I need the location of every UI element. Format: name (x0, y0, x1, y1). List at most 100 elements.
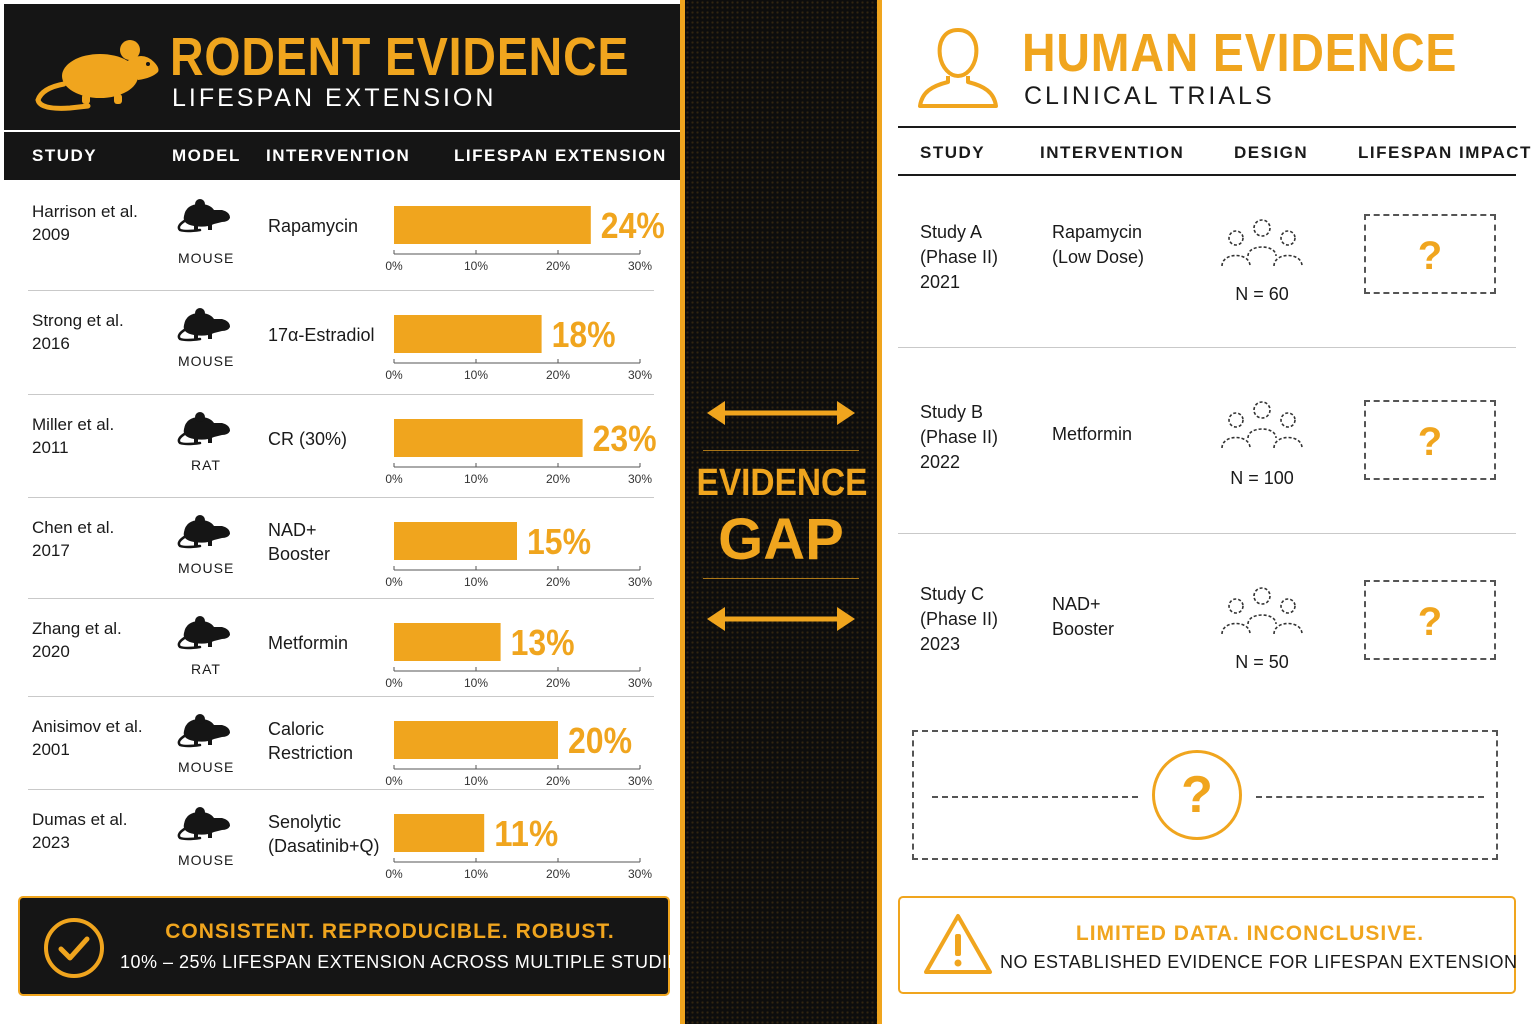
bar (394, 315, 542, 353)
x-tick-label: 30% (628, 867, 652, 881)
intervention-label: NAD+ Booster (268, 520, 331, 564)
lifespan-bar-chart: 20% 0% 10% 20% 30% (385, 720, 652, 788)
lifespan-bar-chart: 13% 0% 10% 20% 30% (385, 622, 652, 690)
x-tick-label: 0% (385, 676, 403, 690)
lifespan-bar-chart: 11% 0% 10% 20% 30% (385, 813, 652, 881)
col-study: STUDY (920, 143, 986, 162)
intervention-label: Senolytic (Dasatinib+Q) (268, 812, 380, 856)
model-label: MOUSE (178, 852, 235, 868)
person-icon (918, 28, 998, 108)
lifespan-bar-chart: 18% 0% 10% 20% 30% (385, 314, 652, 382)
rodent-study-row: Harrison et al. 2009 MOUSE Rapamycin 24% 0% 1… (28, 182, 664, 291)
col-model: MODEL (172, 146, 241, 165)
x-tick-label: 10% (464, 676, 488, 690)
trial-sample-size: N = 60 (1235, 284, 1289, 304)
x-tick-label: 20% (546, 472, 570, 486)
lifespan-bar-chart: 24% 0% 10% 20% 30% (385, 205, 664, 273)
study-name: Zhang et al. 2020 (32, 619, 122, 661)
rodent-icon (177, 807, 230, 841)
lifespan-impact-unknown: ? (1364, 400, 1496, 480)
bar-value-label: 13% (511, 622, 575, 663)
col-intervention: INTERVENTION (1040, 143, 1185, 162)
bar (394, 814, 485, 852)
trial-sample-size: N = 100 (1230, 468, 1294, 488)
intervention-label: Caloric Restriction (268, 719, 354, 763)
lifespan-bar-chart: 15% 0% 10% 20% 30% (385, 521, 652, 589)
rodent-study-row: Anisimov et al. 2001 MOUSE Caloric Restric… (28, 697, 654, 790)
human-summary: LIMITED DATA. INCONCLUSIVE. NO ESTABLISH… (898, 896, 1517, 994)
intervention-label: Rapamycin (268, 216, 359, 236)
intervention-label: 17α-Estradiol (268, 325, 375, 345)
dashed-line (1256, 796, 1484, 798)
human-title: HUMAN EVIDENCE (1022, 23, 1458, 83)
rodent-study-row: Zhang et al. 2020 RAT Metformin 13% 0% 10% 20%… (28, 599, 654, 697)
question-mark: ? (1417, 600, 1443, 644)
x-tick-label: 0% (385, 259, 403, 273)
trial-row: Study C (Phase II) 2023 NAD+ Booster N =… (898, 534, 1516, 714)
gap-label: GAP (718, 507, 844, 572)
x-tick-label: 30% (628, 676, 652, 690)
trial-study: Study A (Phase II) 2021 (920, 222, 999, 292)
study-name: Strong et al. 2016 (32, 311, 124, 353)
human-column-header: STUDY INTERVENTION DESIGN LIFESPAN IMPAC… (898, 126, 1530, 176)
question-mark: ? (1417, 234, 1443, 278)
rodent-summary-text: 10% – 25% LIFESPAN EXTENSION ACROSS MULT… (120, 952, 693, 972)
rodent-header: RODENT EVIDENCE LIFESPAN EXTENSION (4, 4, 680, 130)
study-name: Chen et al. 2017 (32, 518, 115, 560)
human-summary-title: LIMITED DATA. INCONCLUSIVE. (1075, 922, 1425, 945)
trial-intervention: Metformin (1052, 424, 1133, 444)
rodent-study-row: Strong et al. 2016 MOUSE 17α-Estradiol 18% 0… (28, 291, 654, 395)
study-name: Dumas et al. 2023 (32, 810, 128, 852)
participants-icon (1221, 219, 1303, 267)
col-lifespan-impact: LIFESPAN IMPACT (1358, 143, 1532, 162)
bar (394, 206, 591, 244)
bar-value-label: 20% (568, 720, 632, 761)
unknown-outcome-box: ? (912, 730, 1498, 860)
human-subtitle: CLINICAL TRIALS (1024, 82, 1275, 110)
x-tick-label: 30% (628, 575, 652, 589)
trial-row: Study A (Phase II) 2021 Rapamycin (Low D… (898, 178, 1516, 348)
rodent-icon (177, 199, 230, 233)
study-name: Anisimov et al. 2001 (32, 717, 143, 759)
question-circle: ? (1152, 750, 1242, 840)
x-tick-label: 0% (385, 472, 403, 486)
trial-intervention: Rapamycin (Low Dose) (1052, 222, 1145, 267)
trial-intervention: NAD+ Booster (1052, 594, 1115, 639)
check-circle-icon (44, 918, 104, 978)
rodent-icon (177, 616, 230, 650)
rodent-icon (35, 40, 159, 111)
x-tick-label: 20% (546, 867, 570, 881)
x-tick-label: 10% (464, 774, 488, 788)
x-tick-label: 0% (385, 867, 403, 881)
x-tick-label: 0% (385, 575, 403, 589)
divider-line (703, 578, 859, 579)
model-label: MOUSE (178, 250, 235, 266)
col-design: DESIGN (1234, 143, 1309, 162)
evidence-gap-label: EVIDENCE (696, 462, 868, 504)
rodent-summary: CONSISTENT. REPRODUCIBLE. ROBUST. 10% – … (18, 896, 693, 996)
x-tick-label: 10% (464, 575, 488, 589)
model-label: MOUSE (178, 353, 235, 369)
rodent-icon (177, 714, 230, 748)
intervention-label: Metformin (268, 633, 349, 653)
divider-line (703, 450, 859, 451)
trial-study: Study C (Phase II) 2023 (920, 584, 999, 654)
x-tick-label: 30% (628, 259, 652, 273)
trial-study: Study B (Phase II) 2022 (920, 402, 999, 472)
model-label: MOUSE (178, 759, 235, 775)
bar (394, 522, 517, 560)
human-panel: HUMAN EVIDENCE CLINICAL TRIALS STUDY INT… (882, 0, 1536, 1024)
study-name: Miller et al. 2011 (32, 415, 115, 457)
lifespan-impact-unknown: ? (1364, 580, 1496, 660)
trial-sample-size: N = 50 (1235, 652, 1289, 672)
x-tick-label: 10% (464, 368, 488, 382)
x-tick-label: 20% (546, 774, 570, 788)
rodent-title: RODENT EVIDENCE (170, 27, 630, 87)
col-study: STUDY (32, 146, 98, 165)
rodent-icon (177, 515, 230, 549)
double-arrow-icon (707, 607, 855, 631)
x-tick-label: 10% (464, 472, 488, 486)
rodent-column-header: STUDY MODEL INTERVENTION LIFESPAN EXTENS… (4, 132, 680, 180)
bar (394, 419, 583, 457)
rodent-icon (177, 308, 230, 342)
